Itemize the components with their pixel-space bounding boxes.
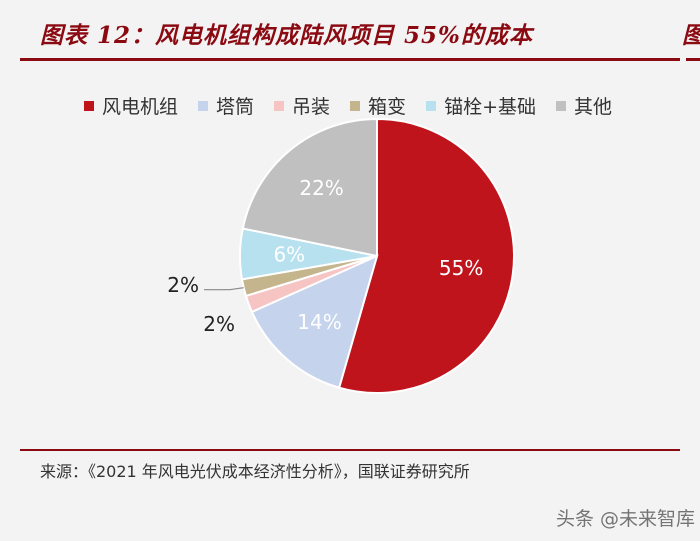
legend-label: 塔筒: [216, 96, 255, 118]
legend-label: 吊装: [292, 96, 331, 118]
slice-label: 14%: [297, 310, 341, 334]
legend-swatch: [426, 100, 437, 111]
watermark: 头条 @未来智库: [556, 508, 696, 530]
next-panel-divider: [686, 58, 700, 61]
legend-item: 吊装: [274, 92, 330, 119]
chart-title: 图表 12：风电机组构成陆风项目 55%的成本: [40, 22, 533, 49]
legend-swatch: [555, 100, 566, 111]
chart-legend: 风电机组 塔筒 吊装 箱变 锚栓+基础 其他: [84, 92, 612, 119]
pie-slice: [337, 117, 515, 394]
legend-label: 其他: [573, 96, 612, 118]
slice-label: 2%: [167, 273, 199, 297]
legend-swatch: [84, 100, 94, 111]
pie-slice: [241, 117, 378, 258]
legend-label: 锚栓+基础: [444, 96, 536, 118]
slice-label: 55%: [439, 256, 483, 280]
pie-chart: 55% 14% 2%2% 6% 22%: [167, 117, 515, 394]
pie-slice: [250, 254, 379, 389]
title-divider: [20, 58, 680, 61]
legend-item: 箱变: [350, 92, 406, 119]
source-note: 来源：《2021 年风电光伏成本经济性分析》，国联证券研究所: [40, 462, 470, 481]
legend-label: 箱变: [368, 96, 407, 118]
source-divider: [20, 449, 680, 451]
legend-item: 风电机组: [84, 92, 178, 119]
legend-item: 塔筒: [198, 92, 254, 119]
legend-swatch: [274, 100, 285, 111]
next-panel-title-edge: 图: [682, 16, 700, 50]
slice-label: 6%: [273, 243, 305, 267]
leader-line: [204, 287, 244, 291]
legend-swatch: [350, 100, 361, 111]
slice-label: 2%: [203, 312, 235, 336]
legend-item: 其他: [555, 92, 612, 119]
legend-item: 锚栓+基础: [426, 92, 536, 119]
legend-label: 风电机组: [102, 96, 179, 118]
slice-label: 22%: [299, 176, 343, 200]
legend-swatch: [198, 100, 209, 111]
